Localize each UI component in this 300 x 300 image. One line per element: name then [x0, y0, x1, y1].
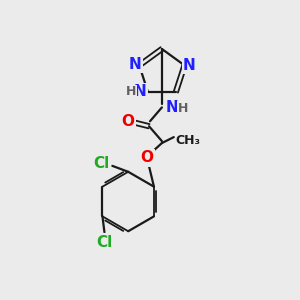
Text: Cl: Cl	[96, 235, 112, 250]
Text: N: N	[129, 57, 142, 72]
Text: N: N	[134, 85, 146, 100]
Text: N: N	[183, 58, 196, 73]
Text: Cl: Cl	[93, 156, 110, 171]
Text: O: O	[122, 114, 135, 129]
Text: CH₃: CH₃	[176, 134, 201, 147]
Text: H: H	[126, 85, 136, 98]
Text: O: O	[140, 150, 154, 165]
Text: H: H	[178, 102, 188, 115]
Text: N: N	[165, 100, 178, 115]
